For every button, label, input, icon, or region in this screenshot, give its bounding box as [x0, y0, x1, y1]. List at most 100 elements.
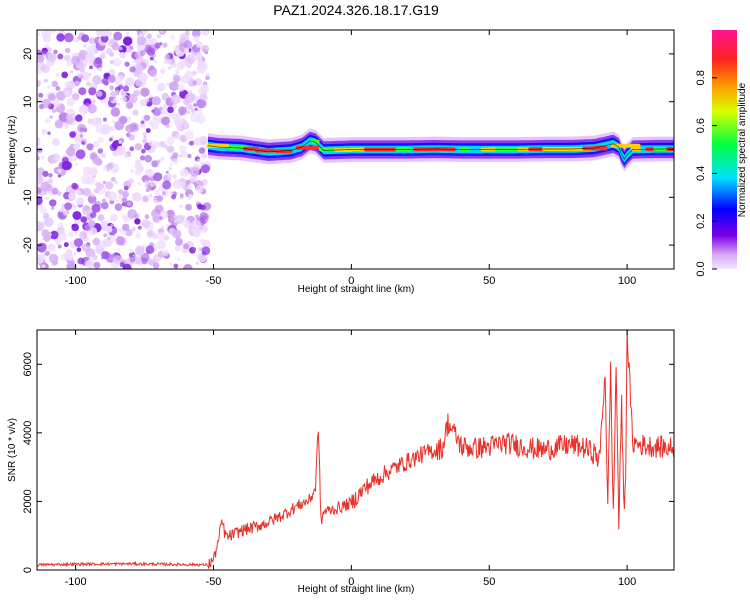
noise-blob: [115, 236, 126, 246]
noise-blob: [153, 172, 163, 182]
noise-blob: [169, 162, 173, 166]
noise-blob: [139, 32, 143, 37]
noise-blob: [124, 81, 130, 87]
noise-blob: [69, 131, 76, 138]
noise-blob: [109, 143, 118, 152]
noise-blob: [44, 44, 49, 48]
noise-blob: [73, 252, 77, 256]
noise-blob: [198, 108, 202, 112]
noise-blob: [41, 31, 48, 38]
noise-blob: [133, 73, 137, 77]
colorbar-tick-label: 0.4: [695, 166, 707, 181]
noise-blob: [183, 185, 188, 191]
noise-blob: [73, 37, 79, 43]
noise-blob: [183, 264, 193, 269]
noise-blob: [188, 228, 197, 237]
noise-blob: [168, 166, 173, 171]
noise-blob: [148, 141, 153, 146]
noise-blob: [195, 184, 204, 194]
ridge-hotspot: [311, 139, 320, 144]
noise-blob: [108, 86, 113, 90]
noise-blob: [118, 140, 122, 144]
noise-blob: [152, 215, 160, 223]
noise-blob: [142, 195, 149, 202]
noise-blob: [74, 80, 80, 87]
noise-blob: [151, 109, 155, 113]
noise-blob: [174, 245, 181, 252]
noise-blob: [107, 191, 117, 201]
noise-blob: [205, 72, 210, 77]
noise-blob: [91, 117, 100, 127]
noise-blob: [115, 145, 126, 156]
noise-blob: [38, 92, 44, 98]
noise-blob: [95, 184, 106, 195]
noise-blob: [88, 87, 97, 96]
noise-blob: [65, 147, 76, 157]
noise-blob: [78, 87, 87, 96]
noise-blob: [64, 250, 73, 259]
noise-blob: [186, 63, 192, 69]
noise-blob: [175, 72, 179, 75]
noise-blob: [123, 216, 131, 223]
noise-blob: [160, 225, 165, 230]
noise-blob: [71, 224, 76, 228]
noise-blob: [180, 60, 188, 68]
colorbar-tick-label: 0.6: [695, 118, 707, 133]
noise-blob: [64, 47, 71, 54]
noise-blob: [193, 35, 200, 43]
noise-blob: [138, 73, 148, 83]
noise-blob: [128, 251, 136, 259]
noise-blob: [174, 133, 181, 140]
noise-blob: [101, 198, 107, 203]
noise-blob: [100, 34, 109, 43]
noise-blob: [75, 149, 86, 160]
noise-blob: [148, 120, 155, 127]
noise-blob: [56, 33, 65, 42]
noise-blob: [179, 204, 184, 209]
noise-blob: [111, 177, 116, 182]
noise-blob: [195, 52, 202, 59]
noise-blob: [139, 50, 146, 57]
noise-blob: [198, 99, 207, 108]
noise-blob: [125, 101, 133, 110]
noise-blob: [43, 217, 54, 228]
colorbar-gradient: [712, 30, 737, 269]
noise-blob: [146, 33, 152, 39]
noise-blob: [185, 203, 193, 211]
noise-blob: [199, 93, 208, 102]
noise-blob: [132, 109, 139, 116]
noise-blob: [165, 81, 170, 86]
noise-blob: [187, 197, 191, 200]
snr-frame: [36, 329, 675, 571]
noise-blob: [105, 181, 114, 190]
noise-blob: [189, 167, 200, 177]
noise-blob: [190, 219, 201, 230]
noise-blob: [37, 182, 40, 188]
noise-blob: [90, 97, 95, 103]
noise-blob: [86, 45, 96, 54]
y-tick-label: -10: [22, 189, 34, 205]
noise-blob: [162, 191, 166, 196]
noise-blob: [129, 122, 139, 132]
signal-ridge: [206, 128, 674, 172]
noise-blob: [116, 227, 122, 232]
noise-blob: [179, 193, 184, 198]
noise-blob: [45, 196, 50, 201]
noise-blob: [107, 74, 116, 83]
spectrogram-x-label: Height of straight line (km): [298, 284, 415, 295]
noise-blob: [37, 147, 43, 153]
noise-blob: [51, 187, 59, 195]
noise-blob: [64, 32, 74, 43]
noise-blob: [127, 93, 138, 104]
noise-blob: [84, 178, 89, 184]
noise-blob: [51, 206, 55, 210]
noise-blob: [112, 57, 122, 67]
x-tick-label: -50: [206, 576, 222, 588]
noise-blob: [48, 173, 53, 178]
noise-blob: [142, 131, 147, 137]
noise-blobs: [37, 30, 212, 269]
noise-blob: [170, 34, 176, 40]
noise-blob: [189, 112, 200, 123]
noise-blob: [167, 106, 174, 114]
noise-blob: [92, 229, 97, 234]
